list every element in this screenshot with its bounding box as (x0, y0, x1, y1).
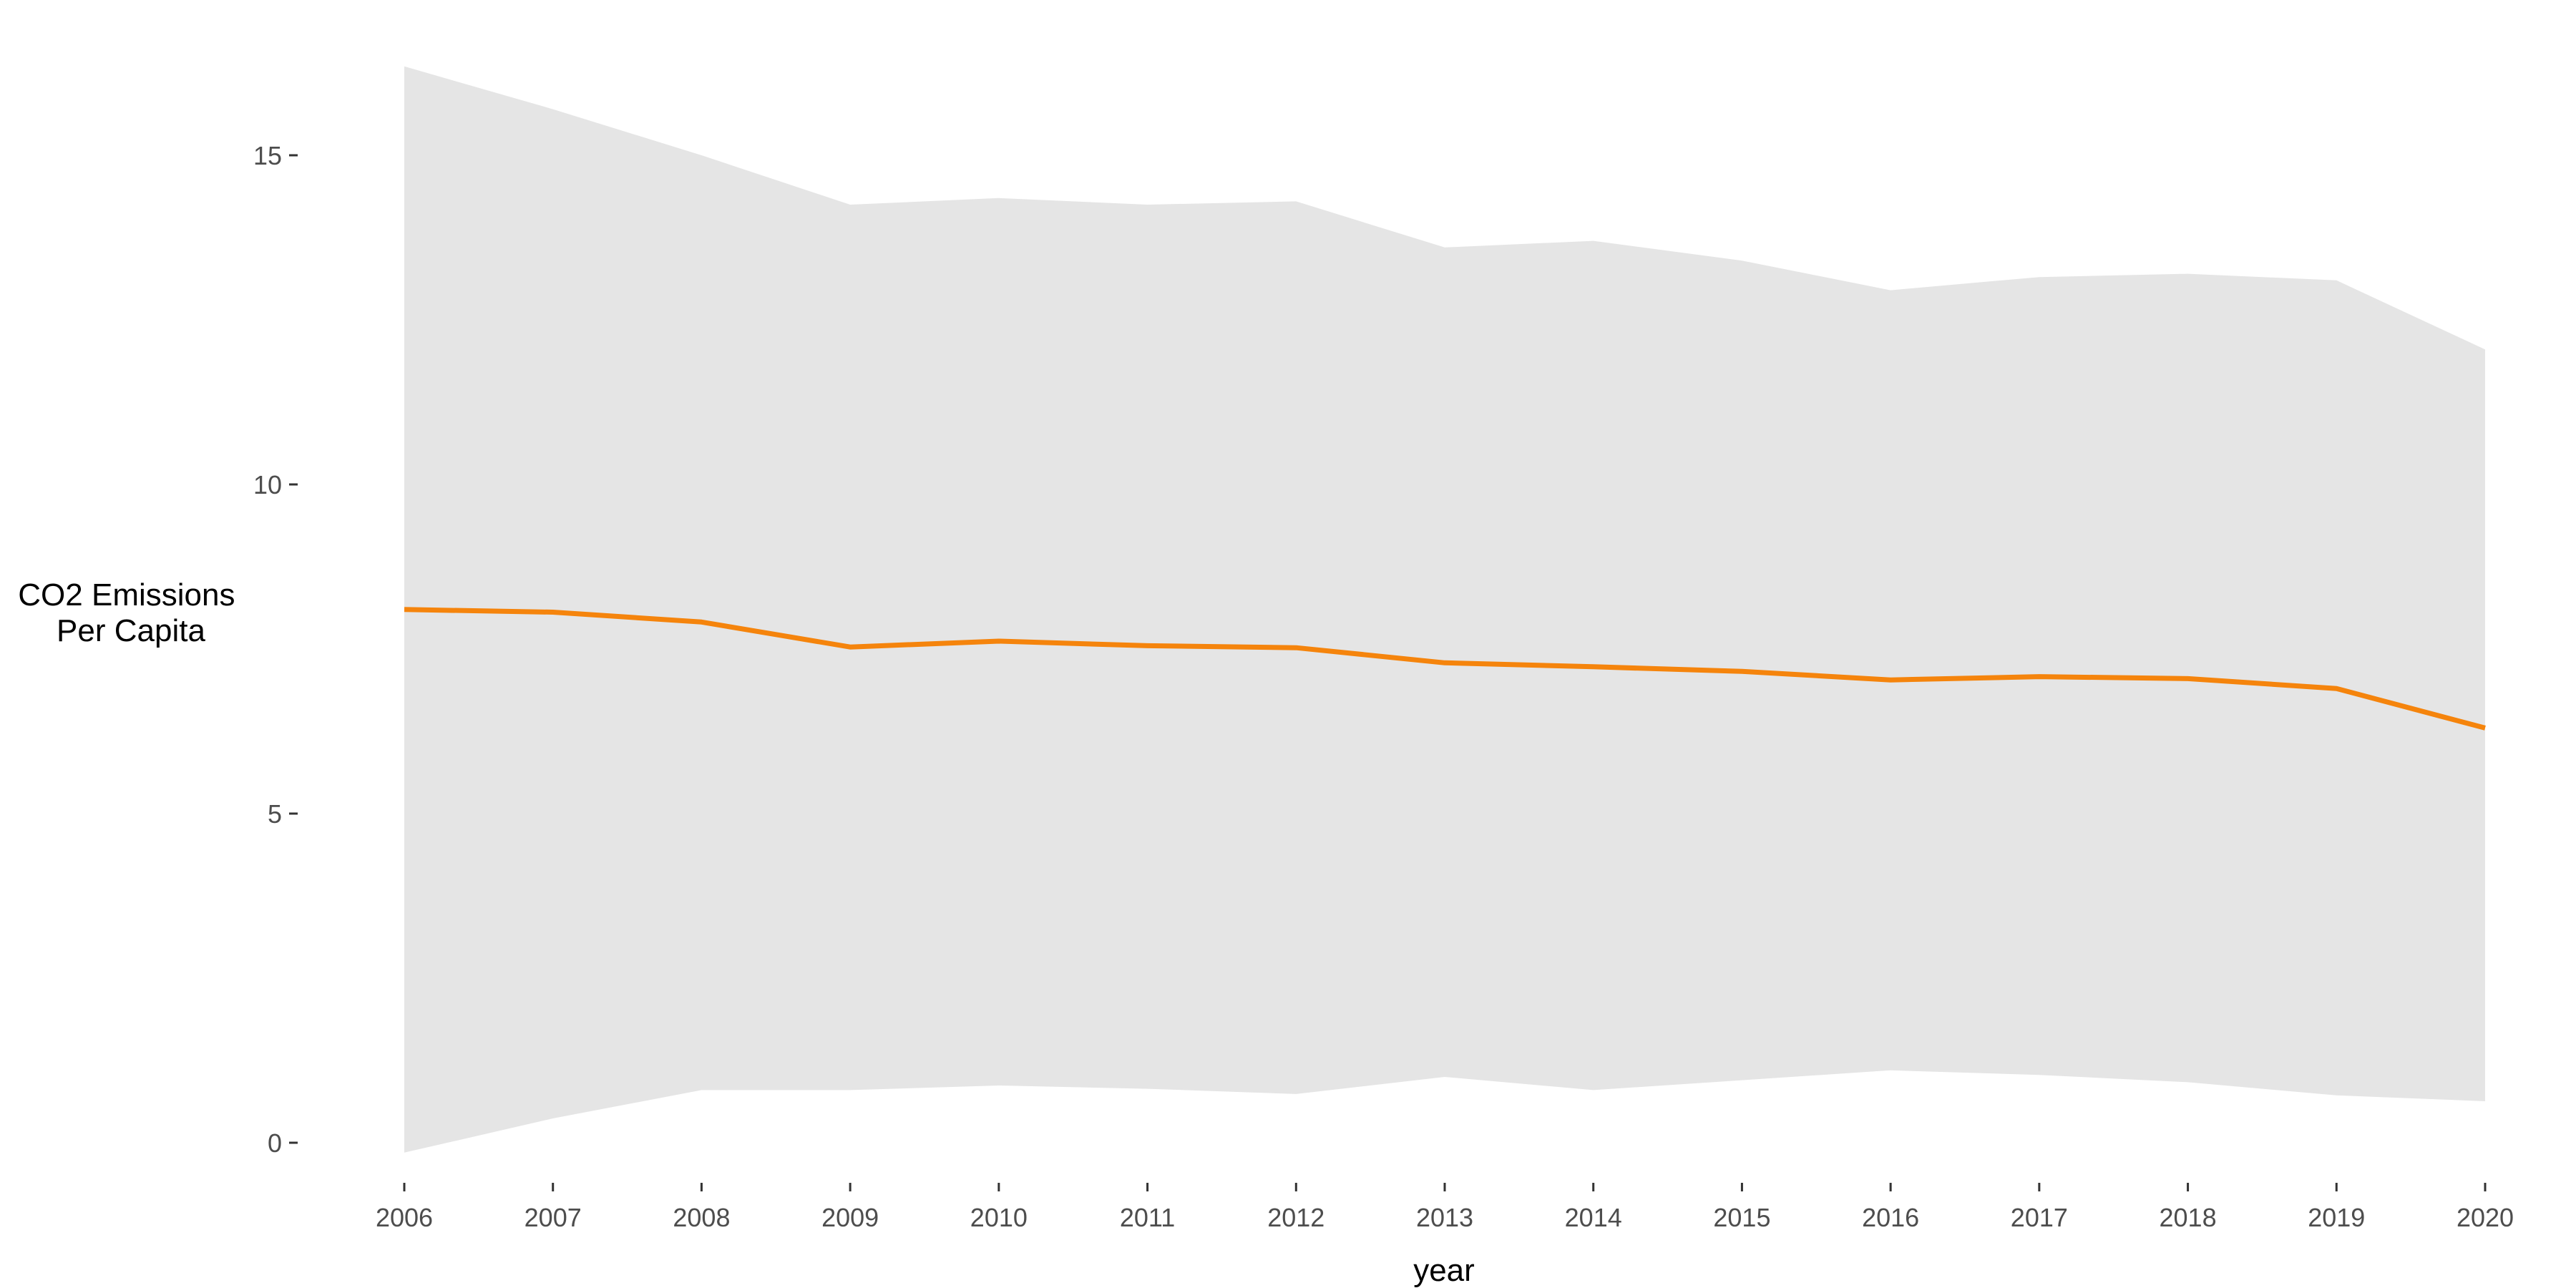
x-tick-label: 2006 (376, 1203, 433, 1232)
x-tick-label: 2015 (1713, 1203, 1770, 1232)
y-tick-label: 10 (253, 470, 282, 499)
x-tick-label: 2013 (1416, 1203, 1473, 1232)
x-tick-label: 2012 (1267, 1203, 1324, 1232)
series-line (404, 607, 2486, 731)
x-tick-label: 2009 (821, 1203, 879, 1232)
x-tick-label: 2016 (1862, 1203, 1919, 1232)
y-axis-title-line-2: Per Capita (57, 613, 205, 648)
y-axis: 0 5 10 15 (253, 141, 298, 1158)
x-tick-label: 2014 (1565, 1203, 1622, 1232)
confidence-band (404, 66, 2485, 1153)
x-tick-label: 2008 (673, 1203, 730, 1232)
y-axis-title: CO2 Emissions Per Capita (18, 577, 243, 648)
series-line-layer (404, 607, 2486, 731)
x-tick-label: 2019 (2308, 1203, 2365, 1232)
y-tick-label: 5 (268, 799, 282, 829)
x-tick-label: 2011 (1120, 1203, 1175, 1232)
y-axis-title-line-1: CO2 Emissions (18, 577, 235, 613)
x-axis-title: year (1413, 1253, 1475, 1288)
x-tick-label: 2010 (970, 1203, 1028, 1232)
x-axis: 2006 2007 2008 2009 2010 2011 2012 2013 2014 2015… (376, 1183, 2514, 1232)
x-tick-label: 2020 (2457, 1203, 2514, 1232)
y-tick-label: 0 (268, 1128, 282, 1158)
x-tick-label: 2017 (2011, 1203, 2068, 1232)
x-tick-label: 2007 (525, 1203, 582, 1232)
y-tick-label: 15 (253, 141, 282, 170)
x-tick-label: 2018 (2160, 1203, 2217, 1232)
confidence-band-layer (404, 66, 2485, 1153)
